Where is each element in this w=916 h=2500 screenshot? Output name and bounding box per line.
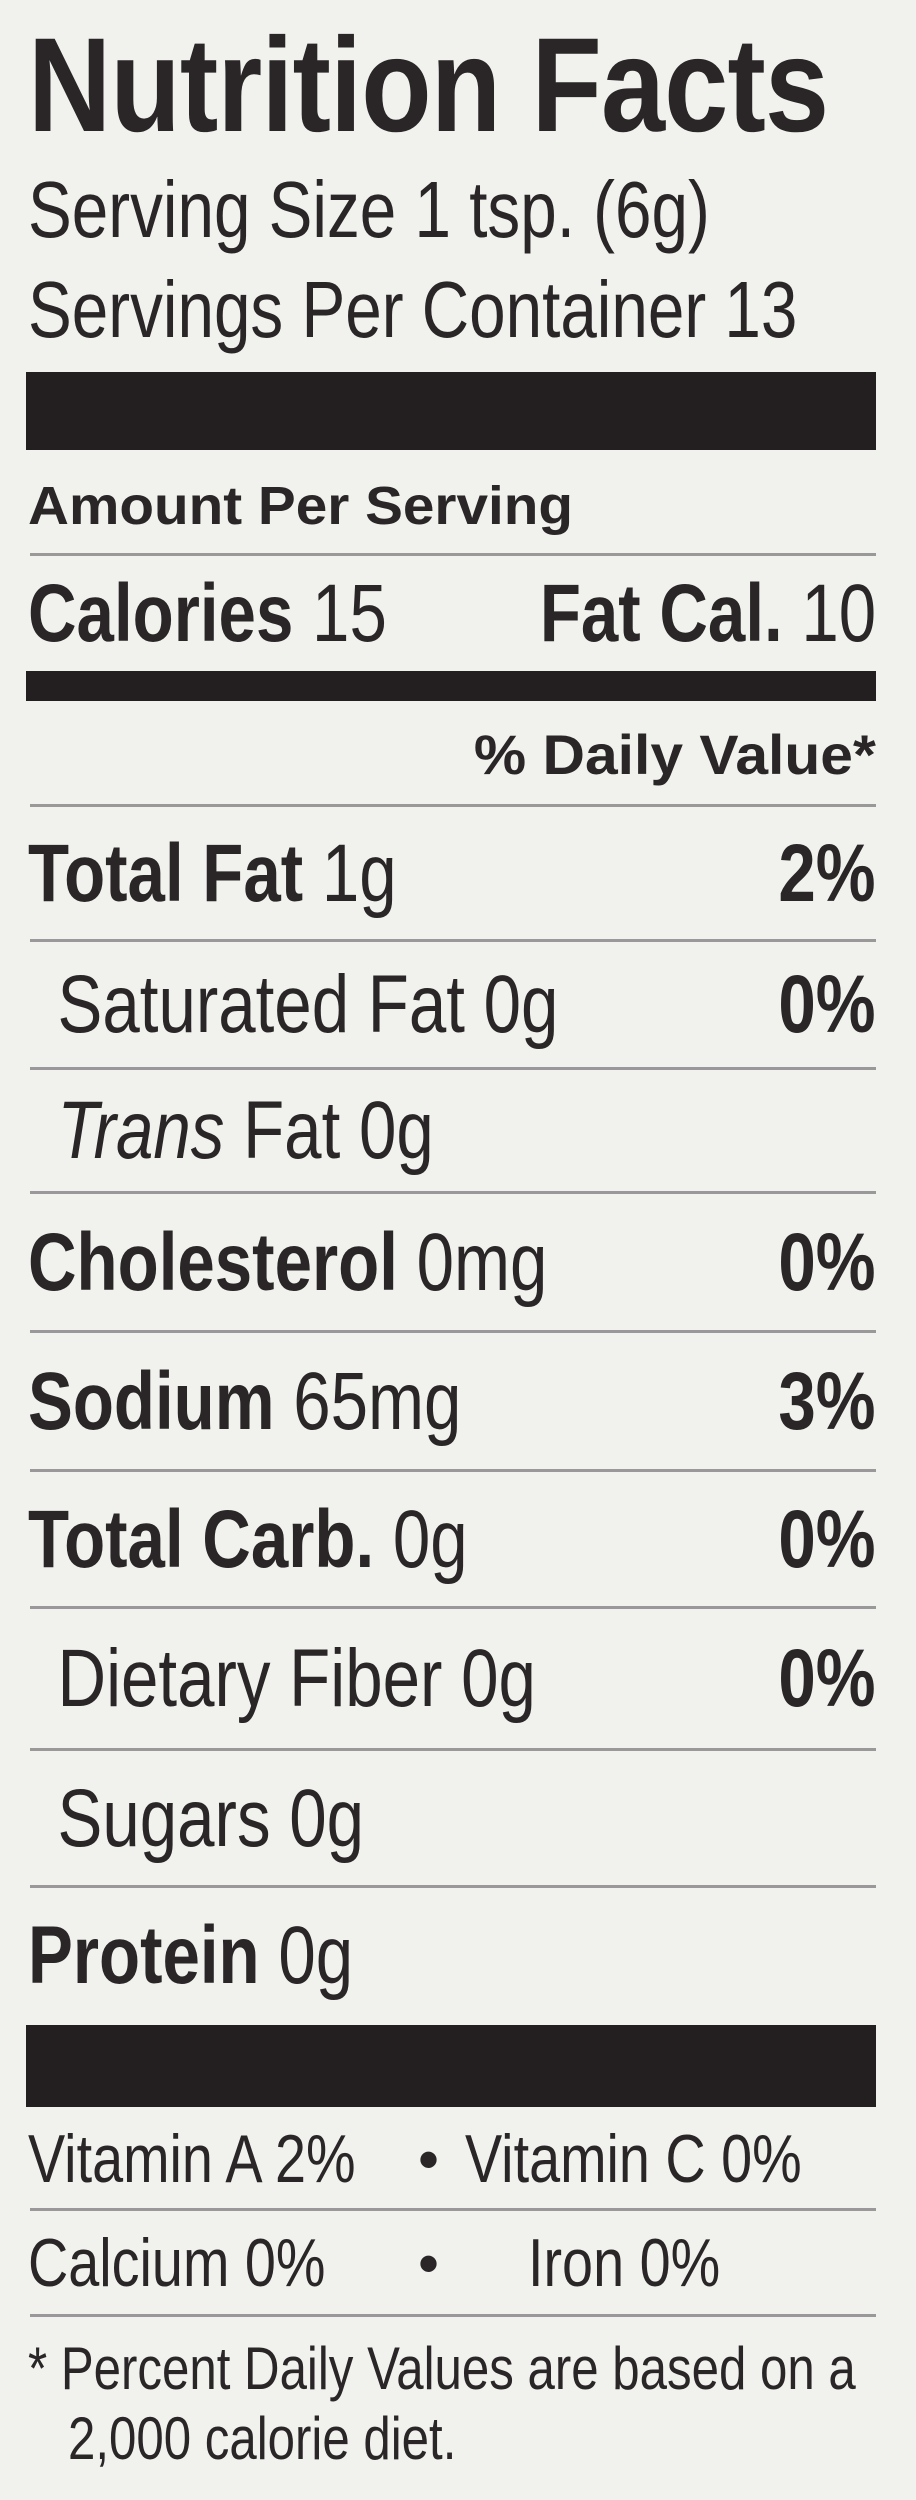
nutrient-row-sodium: Sodium 65mg 3% — [28, 1355, 876, 1447]
footnote-line-1: * Percent Daily Values are based on a — [28, 2334, 856, 2402]
vitamin-row: Vitamin A 2% • Vitamin C 0% — [28, 2121, 803, 2197]
calories-value: 15 — [312, 568, 387, 659]
nutrient-row-dietary-fiber: Dietary Fiber 0g 0% — [57, 1633, 876, 1724]
bullet-icon: • — [418, 2125, 440, 2193]
divider — [30, 1067, 876, 1070]
servings-per-container: Servings Per Container 13 — [28, 264, 798, 354]
divider — [30, 804, 876, 807]
thick-divider — [26, 2025, 876, 2107]
thick-divider — [26, 372, 876, 450]
daily-value-header: % Daily Value* — [473, 722, 876, 786]
divider — [30, 1330, 876, 1333]
calories-label: Calories — [28, 568, 294, 659]
nutrient-row-trans-fat: Trans Fat 0g — [57, 1085, 434, 1176]
footnote-line-2: 2,000 calorie diet. — [68, 2404, 457, 2472]
nutrient-row-protein: Protein 0g — [28, 1909, 354, 2001]
nutrient-row-cholesterol: Cholesterol 0mg 0% — [28, 1216, 876, 1308]
divider — [30, 939, 876, 942]
fat-calories-value: 10 — [801, 568, 876, 659]
divider — [30, 1748, 876, 1751]
calories-row: Calories 15 Fat Cal. 10 — [28, 560, 876, 668]
bullet-icon: • — [418, 2229, 440, 2297]
nutrient-row-saturated-fat: Saturated Fat 0g 0% — [57, 959, 876, 1050]
divider — [30, 1885, 876, 1888]
divider — [30, 2314, 876, 2317]
nutrient-row-total-carb: Total Carb. 0g 0% — [28, 1493, 876, 1585]
amount-per-serving: Amount Per Serving — [28, 475, 574, 536]
medium-divider — [26, 671, 876, 701]
divider — [30, 553, 876, 556]
nutrition-facts-title: Nutrition Facts — [28, 11, 829, 160]
mineral-row: Calcium 0% • Iron 0% — [28, 2225, 721, 2301]
divider — [30, 1606, 876, 1609]
fat-calories-label: Fat Cal. — [539, 568, 783, 659]
serving-size: Serving Size 1 tsp. (6g) — [28, 165, 710, 254]
nutrient-row-total-fat: Total Fat 1g 2% — [28, 827, 876, 919]
divider — [30, 1191, 876, 1194]
nutrient-row-sugars: Sugars 0g — [57, 1772, 365, 1864]
divider — [30, 1469, 876, 1472]
divider — [30, 2208, 876, 2211]
